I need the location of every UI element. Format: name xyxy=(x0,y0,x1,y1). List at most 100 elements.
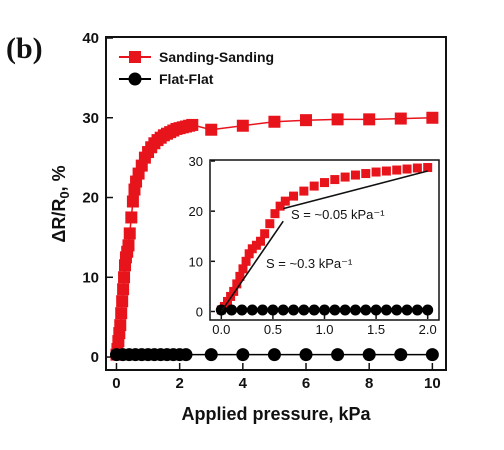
inset-point-flat-flat xyxy=(339,304,351,316)
legend-marker-flat xyxy=(128,72,142,86)
inset-point-flat-flat xyxy=(422,304,434,316)
inset-point-flat-flat xyxy=(298,304,310,316)
inset-point-sanding-sanding xyxy=(256,236,266,246)
main-x-tick-label: 2 xyxy=(175,375,183,392)
main-y-axis: 0 10 20 30 40 xyxy=(82,30,113,366)
inset-point-flat-flat xyxy=(329,304,341,316)
inset-point-sanding-sanding xyxy=(412,163,422,173)
main-point-sanding-sanding xyxy=(114,319,127,332)
main-point-flat-flat xyxy=(267,348,281,362)
main-point-sanding-sanding xyxy=(118,271,131,284)
main-x-tick-label: 0 xyxy=(112,375,120,392)
inset-point-flat-flat xyxy=(257,304,269,316)
inset-fit-line xyxy=(283,170,428,210)
x-axis-title: Applied pressure, kPa xyxy=(181,404,371,424)
inset-point-flat-flat xyxy=(308,304,320,316)
inset-point-sanding-sanding xyxy=(299,186,309,196)
main-point-sanding-sanding xyxy=(122,239,135,252)
inset-point-flat-flat xyxy=(319,304,330,316)
inset-point-sanding-sanding xyxy=(275,201,285,211)
inset-point-sanding-sanding xyxy=(309,181,319,191)
inset-y-tick-label: 30 xyxy=(189,154,203,169)
main-x-tick-label: 6 xyxy=(302,375,310,392)
inset-point-sanding-sanding xyxy=(226,291,236,301)
inset-point-flat-flat xyxy=(391,304,403,316)
main-point-sanding-sanding xyxy=(186,118,199,131)
legend-label-flat: Flat-Flat xyxy=(159,71,214,87)
inset-y-tick-label: 10 xyxy=(189,254,203,269)
main-y-tick-label: 30 xyxy=(82,110,99,127)
inset-point-sanding-sanding xyxy=(289,191,299,201)
legend-label-sanding: Sanding-Sanding xyxy=(159,49,274,65)
inset-point-sanding-sanding xyxy=(423,163,433,173)
main-point-sanding-sanding xyxy=(117,283,130,296)
y-axis-title: ΔR/R0, % xyxy=(49,165,72,242)
inset-point-sanding-sanding xyxy=(350,170,360,180)
inset-x-tick-label: 2.0 xyxy=(419,322,437,337)
main-x-tick-label: 8 xyxy=(365,375,373,392)
inset-point-sanding-sanding xyxy=(244,249,254,259)
inset-y-tick-label: 0 xyxy=(196,304,203,319)
main-x-tick-label: 10 xyxy=(424,375,441,392)
main-point-sanding-sanding xyxy=(115,307,128,320)
inset-point-flat-flat xyxy=(246,304,258,316)
main-x-tick-label: 4 xyxy=(239,375,248,392)
legend-marker-sanding xyxy=(129,51,141,63)
inset-point-sanding-sanding xyxy=(381,166,391,176)
inset-point-flat-flat xyxy=(411,304,423,316)
inset-point-sanding-sanding xyxy=(280,196,290,206)
inset-point-flat-flat xyxy=(288,304,300,316)
main-y-tick-label: 20 xyxy=(82,190,99,207)
main-plot-frame xyxy=(105,36,447,371)
inset-point-sanding-sanding xyxy=(265,219,275,229)
main-point-sanding-sanding xyxy=(126,195,139,208)
inset-point-flat-flat xyxy=(370,304,382,316)
main-point-flat-flat xyxy=(179,348,193,362)
inset-point-sanding-sanding xyxy=(241,256,251,266)
inset-y-tick-label: 20 xyxy=(189,204,203,219)
main-point-sanding-sanding xyxy=(268,115,281,128)
inset-point-sanding-sanding xyxy=(392,165,402,175)
main-point-sanding-sanding xyxy=(125,211,138,224)
inset-fit-line xyxy=(220,220,284,312)
main-y-tick-label: 0 xyxy=(91,349,99,366)
inset-point-sanding-sanding xyxy=(229,286,239,296)
panel-label: (b) xyxy=(6,32,43,65)
main-point-sanding-sanding xyxy=(205,123,218,136)
inset-x-tick-label: 0.5 xyxy=(264,322,282,337)
inset-point-sanding-sanding xyxy=(320,178,329,188)
inset-point-sanding-sanding xyxy=(260,229,270,239)
main-point-sanding-sanding xyxy=(236,119,249,132)
inset-x-tick-label: 1.5 xyxy=(367,322,385,337)
main-point-sanding-sanding xyxy=(123,227,136,240)
inset-annotation-slope-high: S = ~0.05 kPa⁻¹ xyxy=(291,207,385,222)
main-point-flat-flat xyxy=(236,348,250,362)
inset-point-flat-flat xyxy=(360,304,372,316)
main-point-flat-flat xyxy=(299,348,313,362)
inset-annotation-slope-low: S = ~0.3 kPa⁻¹ xyxy=(266,256,353,271)
main-point-flat-flat xyxy=(204,348,218,362)
inset-point-flat-flat xyxy=(349,304,361,316)
inset-point-flat-flat xyxy=(380,304,392,316)
main-point-sanding-sanding xyxy=(300,114,313,127)
inset-series-layer xyxy=(215,163,434,316)
inset-point-flat-flat xyxy=(401,304,413,316)
main-point-flat-flat xyxy=(394,348,408,362)
inset-x-tick-label: 0.0 xyxy=(212,322,230,337)
inset-y-axis: 0 10 20 30 xyxy=(189,154,215,319)
main-y-tick-label: 40 xyxy=(82,30,99,47)
inset-x-tick-label: 1.0 xyxy=(315,322,333,337)
inset-point-flat-flat xyxy=(226,304,238,316)
main-point-flat-flat xyxy=(331,348,345,362)
main-point-sanding-sanding xyxy=(331,113,344,126)
main-y-tick-label: 10 xyxy=(82,269,99,286)
inset-point-sanding-sanding xyxy=(330,175,340,185)
inset-point-flat-flat xyxy=(277,304,289,316)
inset-point-sanding-sanding xyxy=(371,167,381,177)
inset-point-sanding-sanding xyxy=(232,279,242,289)
main-point-sanding-sanding xyxy=(116,295,129,308)
main-point-sanding-sanding xyxy=(363,113,376,126)
main-series-layer xyxy=(109,111,439,362)
y-axis-title-delta: ΔR/R xyxy=(49,199,69,243)
